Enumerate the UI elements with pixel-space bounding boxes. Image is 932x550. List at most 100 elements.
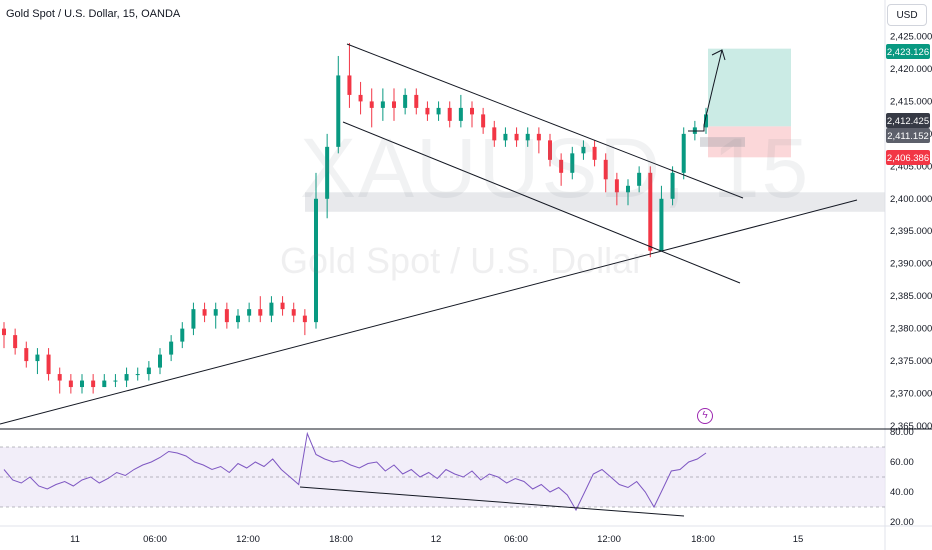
candle-body <box>403 94 408 108</box>
time-tick-label: 12 <box>431 534 442 545</box>
time-tick-label: 18:00 <box>691 534 715 545</box>
price-badge-label: 2,412.425 <box>887 116 929 127</box>
candle-body <box>247 309 252 316</box>
channel-lower-line <box>342 121 741 284</box>
candle-body <box>548 140 552 160</box>
candle-body <box>347 75 352 95</box>
candle-body <box>458 107 463 121</box>
price-tick-label: 2,420.000 <box>890 64 932 75</box>
candle-body <box>492 127 497 141</box>
candle-body <box>358 94 363 102</box>
candle-body <box>135 374 140 376</box>
rsi-line <box>3 431 707 512</box>
candle-body <box>169 341 174 355</box>
candle-body <box>325 146 330 199</box>
candle-body <box>681 133 686 173</box>
candle-body <box>659 198 664 251</box>
candle-body <box>80 380 84 388</box>
trend-drawings[interactable] <box>0 43 858 425</box>
rsi-band <box>0 447 885 507</box>
rsi-tick-label: 40.00 <box>890 487 914 498</box>
candle-body <box>291 309 296 316</box>
time-tick-label: 12:00 <box>236 534 260 545</box>
candle-body <box>258 309 263 316</box>
candle-body <box>670 172 675 199</box>
price-tick-label: 2,365.000 <box>890 421 932 432</box>
time-tick-label: 11 <box>70 534 80 545</box>
candle-body <box>146 367 151 375</box>
price-tick-label: 2,375.000 <box>890 356 932 367</box>
candle-body <box>280 302 285 310</box>
candle-body <box>648 172 653 251</box>
candle-body <box>180 328 185 342</box>
time-tick-label: 12:00 <box>597 534 621 545</box>
lightning-alert-icon[interactable]: ϟ <box>697 408 713 424</box>
time-tick-label: 06:00 <box>143 534 167 545</box>
entry-marker <box>700 137 745 147</box>
candle-body <box>603 159 608 180</box>
target-zone <box>708 48 791 127</box>
candle-body <box>570 153 575 173</box>
candle-body <box>447 107 452 121</box>
price-badge <box>886 113 930 128</box>
projection-arrowhead <box>711 49 726 61</box>
stop-zone <box>708 126 791 158</box>
price-tick-label: 2,395.000 <box>890 226 932 237</box>
candle-body <box>525 133 530 141</box>
candle-body <box>637 172 642 186</box>
candle-body <box>425 107 430 115</box>
candle-body <box>224 309 229 323</box>
currency-selector[interactable]: USD <box>887 4 927 26</box>
candle-body <box>236 315 240 323</box>
candle-body <box>202 309 207 316</box>
watermark-description: Gold Spot / U.S. Dollar <box>280 240 645 281</box>
candle-body <box>158 354 162 368</box>
price-badges: 2,423.126 2,412.425 2,411.152 2,406.386 <box>886 44 930 165</box>
candle-body <box>91 380 96 388</box>
rsi-tick-label: 60.00 <box>890 457 914 468</box>
candle-body <box>470 107 474 115</box>
candle-body <box>68 380 73 388</box>
symbol-title[interactable]: Gold Spot / U.S. Dollar, 15, OANDA <box>6 8 181 20</box>
price-badge-label: 2,411.152 <box>887 131 929 142</box>
price-badge <box>886 150 930 165</box>
time-tick-label: 15 <box>793 534 804 545</box>
candle-body <box>559 159 564 173</box>
candle-body <box>436 107 441 115</box>
candle-body <box>614 179 619 193</box>
candle-body <box>113 380 118 382</box>
rsi-tick-label: 80.00 <box>890 427 914 438</box>
candle-body <box>369 101 374 108</box>
rsi-tick-label: 20.00 <box>890 517 914 528</box>
price-tick-label: 2,380.000 <box>890 324 932 335</box>
candle-body <box>213 309 218 316</box>
candle-body <box>392 101 396 108</box>
candle-body <box>380 101 385 108</box>
rsi-panel <box>0 431 885 517</box>
candle-body <box>414 94 419 108</box>
time-tick-label: 06:00 <box>504 534 528 545</box>
price-tick-label: 2,390.000 <box>890 259 932 270</box>
candle-body <box>536 133 541 141</box>
candle-body <box>269 302 274 316</box>
candle-body <box>46 354 51 375</box>
price-badge-label: 2,423.126 <box>887 47 929 58</box>
rsi-axis[interactable]: 20.00 40.00 60.00 80.00 <box>890 427 914 528</box>
candle-body <box>581 146 586 154</box>
price-tick-label: 2,385.000 <box>890 291 932 302</box>
price-badge <box>886 44 930 59</box>
price-tick-label: 2,415.000 <box>890 96 932 107</box>
candle-body <box>124 374 129 381</box>
price-badge-label: 2,406.386 <box>887 153 929 164</box>
candle-body <box>24 348 29 362</box>
support-trendline <box>0 199 858 425</box>
candle-body <box>2 328 6 336</box>
price-badge <box>886 128 930 143</box>
price-tick-label: 2,400.000 <box>890 194 932 205</box>
candle-body <box>314 198 318 323</box>
candle-body <box>626 185 630 193</box>
candle-body <box>514 133 519 141</box>
candle-body <box>13 335 18 349</box>
time-axis[interactable]: 11 06:00 12:00 18:00 12 06:00 12:00 18:00 15 <box>70 534 803 545</box>
